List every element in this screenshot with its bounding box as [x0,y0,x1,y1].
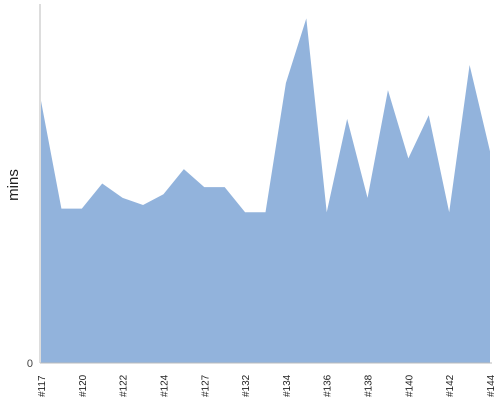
y-tick-label: 0 [27,358,33,370]
x-tick-labels: #117 #120 #122 #124 #127 #132 #134 #136 #138 #140… [37,374,497,397]
x-tick-label: #117 [37,375,48,397]
x-tick-label: #124 [159,374,170,397]
y-axis-label: mins [5,169,22,201]
y-tick-labels: 0 [27,358,33,370]
x-tick-label: #120 [78,374,89,397]
x-tick-label: #138 [364,374,375,397]
plot-area [41,18,490,364]
area-series [41,18,490,364]
x-tick-label: #132 [241,374,252,397]
x-tick-label: #140 [404,374,415,397]
x-tick-label: #136 [323,374,334,397]
x-tick-label: #122 [119,374,130,397]
x-tick-label: #144 [486,374,497,397]
x-tick-label: #127 [200,374,211,397]
x-tick-label: #134 [282,374,293,397]
x-tick-label: #142 [445,374,456,397]
